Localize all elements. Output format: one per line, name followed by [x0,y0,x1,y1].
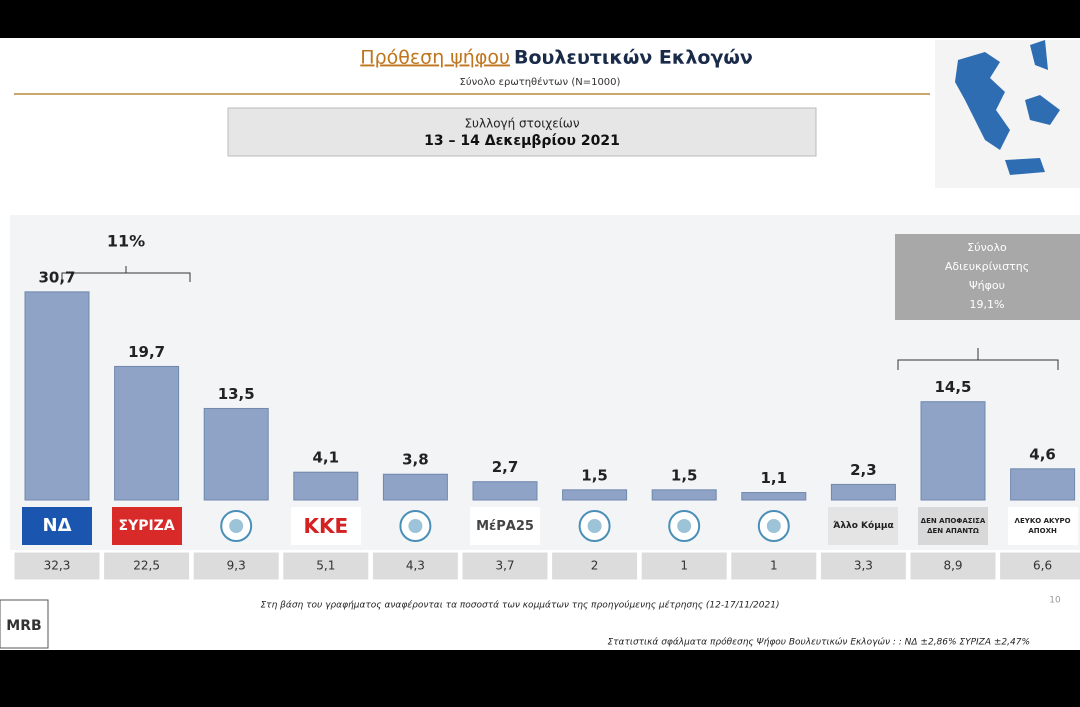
value-label: 3,8 [402,451,429,469]
chart-title: Πρόθεση ψήφου [360,47,510,69]
bar [24,291,90,501]
previous-cell [282,551,370,581]
previous-value: 3,3 [854,559,873,573]
previous-value: 32,3 [44,559,71,573]
bar [651,489,717,501]
bar [293,471,359,501]
bar [741,492,807,501]
undecided-box [895,234,1080,320]
previous-cell [999,551,1080,581]
category-logo-inner [408,519,423,533]
previous-cell [730,551,818,581]
category-label: Άλλο Κόμμα [828,507,899,545]
gap-annotation: 11% [107,232,145,251]
period-label: Συλλογή στοιχείων [464,117,579,131]
subtitle: Σύνολο ερωτηθέντων (Ν=1000) [460,76,621,88]
previous-value: 6,6 [1033,559,1052,573]
bar [1010,468,1076,501]
bar [830,483,896,501]
previous-value: 9,3 [227,559,246,573]
previous-value: 5,1 [316,559,335,573]
value-label: 4,6 [1029,445,1056,463]
previous-cell [819,551,907,581]
value-label: 1,5 [581,466,608,484]
previous-cell [909,551,997,581]
category-logo-inner [587,519,602,533]
category-label: ΝΔ [22,507,92,545]
previous-value: 4,3 [406,559,425,573]
footnote: Στη βάση του γραφήματος αναφέρονται τα π… [261,600,780,611]
value-label: 2,7 [492,458,519,476]
bar [472,481,538,501]
category-label: ΔΕΝ ΑΠΟΦΑΣΙΣΑ ΔΕΝ ΑΠΑΝΤΩ [918,507,988,545]
category-logo-inner [766,519,781,533]
value-label: 30,7 [38,268,75,286]
previous-cell [371,551,459,581]
previous-cell [461,551,549,581]
page-number: 10 [1049,596,1061,606]
gap-bracket [61,266,191,282]
map-greece [955,40,1060,175]
value-label: 4,1 [313,449,340,467]
source-logo-box [0,599,49,649]
period-box [227,107,817,157]
period: 13 – 14 Δεκεμβρίου 2021 [424,133,620,149]
source-logo: MRB [6,618,41,634]
undecided-bracket [897,348,1059,370]
undecided-text: 19,1% [970,298,1005,311]
undecided-text: Αδιευκρίνιστης [945,260,1029,273]
previous-value: 2 [591,559,599,573]
previous-value: 22,5 [133,559,160,573]
previous-cell [640,551,728,581]
undecided-text: Ψήφου [969,279,1005,292]
bar [382,473,448,501]
value-label: 14,5 [934,378,971,396]
category-logo-inner [229,519,244,533]
undecided-text: Σύνολο [967,241,1007,254]
bar [562,489,628,501]
previous-cell [192,551,280,581]
bar [920,401,986,501]
value-label: 1,5 [671,466,698,484]
margin-note: Στατιστικά σφάλματα πρόθεσης Ψήφου Βουλε… [607,637,1030,648]
category-label: ΣΥΡΙΖΑ [111,507,182,545]
bar [114,365,180,501]
previous-value: 1 [680,559,688,573]
previous-cell [103,551,191,581]
category-logo-inner [677,519,692,533]
category-label: ΜέΡΑ25 [470,507,540,545]
chart-title-rest: Βουλευτικών Εκλογών [514,47,753,69]
category-label: ΚΚΕ [290,507,361,545]
previous-value: 8,9 [943,559,962,573]
value-label: 13,5 [218,385,255,403]
value-label: 1,1 [761,469,788,487]
value-label: 19,7 [128,343,165,361]
category-label: ΛΕΥΚΟ ΑΚΥΡΟ ΑΠΟΧΗ [1007,507,1078,545]
previous-value: 3,7 [495,559,514,573]
value-label: 2,3 [850,461,877,479]
previous-cell [551,551,639,581]
previous-value: 1 [770,559,778,573]
previous-cell [13,551,101,581]
bar [203,407,269,501]
